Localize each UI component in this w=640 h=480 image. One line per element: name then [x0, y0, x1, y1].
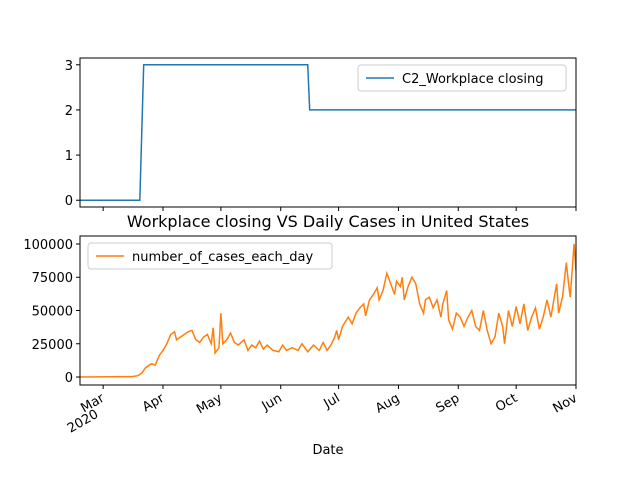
y-tick-label: 1	[65, 149, 73, 164]
y-tick-label: 25000	[32, 338, 73, 353]
line-series	[80, 243, 576, 378]
x-tick-label: Aug	[373, 391, 402, 417]
legend-label: C2_Workplace closing	[402, 72, 543, 87]
y-tick-label: 50000	[32, 305, 73, 320]
axes-frame	[79, 235, 577, 386]
legend-box	[87, 242, 333, 270]
x-tick-label: Oct	[493, 391, 520, 415]
x-tick-label: Apr	[140, 391, 168, 416]
x-tick-label: Jun	[259, 391, 285, 415]
x-tick-label: May	[194, 391, 225, 418]
y-tick-label: 100000	[23, 238, 73, 253]
x-tick-label: Jul	[321, 391, 343, 412]
y-tick-label: 0	[65, 194, 73, 209]
y-tick-label: 75000	[32, 271, 73, 286]
axes-frame	[79, 57, 577, 208]
y-tick-label: 3	[65, 59, 73, 74]
y-tick-label: 0	[65, 371, 73, 386]
x-tick-label: Nov	[551, 391, 581, 417]
legend-label: number_of_cases_each_day	[132, 250, 313, 265]
x-axis-label: Date	[312, 443, 343, 458]
x-tick-label: Sep	[434, 391, 463, 416]
chart-title: Workplace closing VS Daily Cases in Unit…	[127, 212, 529, 231]
line-series	[80, 64, 576, 201]
legend-box	[357, 64, 567, 92]
y-tick-label: 2	[65, 104, 73, 119]
